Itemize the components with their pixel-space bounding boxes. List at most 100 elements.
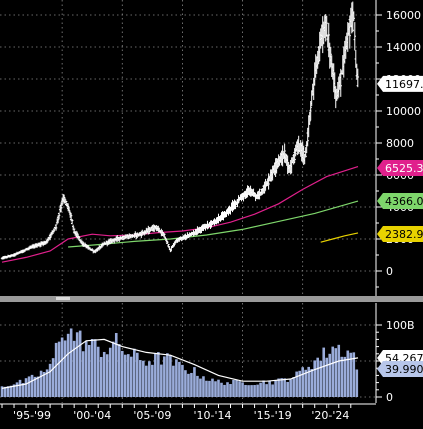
volume-bar	[229, 384, 232, 397]
volume-bar	[265, 384, 268, 397]
volume-bar	[163, 356, 166, 397]
volume-bar	[346, 350, 350, 397]
volume-bar	[310, 369, 313, 397]
volume-bar	[129, 356, 133, 397]
volume-bar	[181, 364, 184, 397]
x-tick-label: '20-'24	[311, 409, 349, 422]
volume-bar	[166, 353, 169, 397]
volume-bar	[145, 365, 148, 397]
volume-bar	[193, 367, 196, 397]
panel-separator-marker	[56, 297, 70, 300]
volume-bar	[337, 344, 341, 397]
volume-moving-average-line	[1, 338, 359, 389]
moving-average-tag-text: 6525.3	[385, 162, 423, 175]
x-tick-label: '05-'09	[133, 409, 171, 422]
volume-bar	[96, 346, 100, 397]
volume-bar	[48, 363, 52, 397]
volume-bar	[114, 333, 118, 397]
volume-bar	[304, 369, 307, 397]
volume-bar	[307, 366, 310, 397]
volume-bar	[271, 384, 274, 397]
volume-bar	[157, 352, 160, 397]
volume-bar	[151, 364, 154, 397]
volume-bar	[60, 337, 64, 397]
volume-bar	[295, 371, 298, 397]
volume-bar	[123, 354, 127, 397]
volume-bar	[247, 385, 250, 397]
volume-bar	[120, 350, 124, 397]
moving-average-tag-bg	[377, 226, 423, 242]
volume-bar	[63, 340, 67, 397]
volume-bar	[126, 354, 130, 397]
volume-bar	[6, 386, 10, 397]
moving-average-tag-text: 4366.0	[385, 195, 423, 208]
volume-bar	[301, 367, 304, 397]
volume-bar	[54, 342, 58, 397]
price-tick-label: 8000	[386, 137, 414, 150]
volume-bar	[69, 328, 73, 397]
volume-bar	[349, 352, 353, 397]
volume-bar	[57, 341, 61, 397]
moving-average-tag: 2382.9	[377, 226, 423, 242]
volume-bar	[244, 384, 247, 397]
volume-bar	[12, 384, 16, 397]
volume-tick-label: 100B	[386, 319, 415, 332]
volume-bar	[175, 359, 178, 397]
volume-bar	[3, 386, 7, 397]
volume-bar	[178, 361, 181, 397]
volume-bar	[30, 374, 34, 397]
volume-bar	[313, 360, 317, 397]
volume-bar	[292, 377, 295, 397]
volume-bar	[322, 347, 326, 397]
x-tick-label: '15-'19	[254, 409, 292, 422]
volume-bar	[154, 353, 157, 397]
volume-bar	[226, 382, 229, 397]
moving-average-tag-bg	[377, 160, 423, 176]
volume-bar	[45, 369, 49, 397]
volume-bar	[340, 356, 344, 397]
volume-bar	[99, 356, 103, 397]
volume-bar	[283, 378, 286, 397]
volume-bar	[223, 384, 226, 397]
volume-bar	[241, 382, 244, 397]
volume-bar	[187, 373, 190, 397]
last-volume-tag: 39.990	[377, 361, 423, 377]
volume-bar	[72, 340, 76, 397]
volume-bar	[18, 379, 22, 397]
price-tick-label: 14000	[386, 41, 421, 54]
volume-bar	[66, 333, 70, 397]
volume-bar	[117, 344, 121, 397]
volume-bar	[132, 348, 136, 397]
volume-bar	[256, 384, 259, 397]
volume-bar	[205, 380, 208, 397]
panel-separator	[0, 296, 423, 302]
volume-bar	[274, 380, 277, 397]
volume-bar	[78, 330, 82, 397]
volume-bar	[148, 361, 151, 397]
volume-bar	[232, 379, 235, 397]
last-price-tag-text: 11697.	[385, 78, 423, 91]
volume-bar	[208, 380, 211, 397]
volume-bar	[51, 358, 55, 397]
volume-bar	[21, 383, 25, 397]
moving-average-tag-text: 2382.9	[385, 228, 423, 241]
volume-bar	[235, 380, 238, 397]
volume-bar	[238, 381, 241, 397]
volume-series	[0, 328, 359, 397]
last-price-tag: 11697.	[377, 75, 423, 92]
volume-bar	[184, 370, 187, 397]
volume-bar	[160, 364, 163, 397]
x-tick-label: '95-'99	[13, 409, 51, 422]
x-tick-label: '10-'14	[193, 409, 231, 422]
volume-bar	[253, 385, 256, 397]
volume-bar	[202, 376, 205, 397]
volume-bar	[15, 382, 19, 397]
volume-bar	[316, 357, 320, 397]
volume-bar	[84, 340, 88, 397]
volume-bar	[139, 360, 142, 397]
volume-bar	[280, 378, 283, 397]
moving-average-line	[1, 166, 359, 263]
